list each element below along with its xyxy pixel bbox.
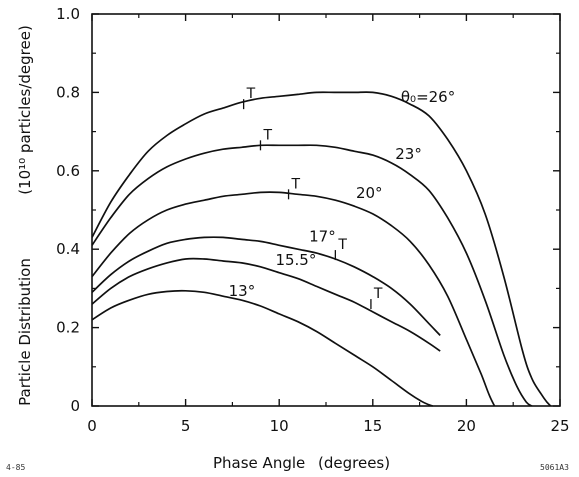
curve-label-5: 13°: [229, 282, 256, 300]
series-line-5: [91, 289, 433, 407]
y-tick-label-1: 0.2: [56, 319, 80, 337]
turn-marker-label-3: T: [337, 237, 347, 253]
y-tick-label-0: 0: [70, 397, 80, 415]
turn-marker-label-0: T: [246, 86, 256, 102]
x-tick-label-0: 0: [87, 417, 97, 435]
curve-label-4: 15.5°: [275, 251, 316, 269]
x-tick-label-1: 5: [181, 417, 191, 435]
curve-label-1: 23°: [395, 145, 422, 163]
footnote-left: 4-85: [6, 463, 25, 472]
x-tick-label-2: 10: [270, 417, 289, 435]
x-axis-unit: (degrees): [318, 454, 390, 472]
y-axis-title: Particle Distribution: [16, 258, 34, 406]
curve-label-2: 20°: [356, 184, 383, 202]
plot-frame: [91, 13, 561, 407]
x-tick-label-4: 20: [457, 417, 476, 435]
curve-label-0: θ₀=26°: [401, 88, 455, 106]
series-line-1: [91, 144, 533, 407]
y-tick-label-5: 1.0: [56, 5, 80, 23]
y-tick-label-3: 0.6: [56, 162, 80, 180]
turn-marker-label-4: T: [373, 286, 383, 302]
series-line-0: [91, 91, 552, 407]
footnote-right: 5061A3: [540, 463, 569, 472]
series-line-2: [91, 191, 496, 407]
x-tick-label-3: 15: [363, 417, 382, 435]
y-tick-label-4: 0.8: [56, 83, 80, 101]
turn-marker-label-1: T: [262, 127, 272, 143]
series-line-4: [91, 257, 441, 352]
y-axis-unit: (10¹⁰ particles/degree): [16, 25, 34, 195]
turn-marker-label-2: T: [291, 176, 301, 192]
x-axis-title: Phase Angle: [213, 454, 305, 472]
x-tick-label-5: 25: [550, 417, 569, 435]
y-tick-label-2: 0.4: [56, 240, 80, 258]
curve-label-3: 17°: [309, 227, 336, 245]
series-line-3: [91, 236, 441, 337]
